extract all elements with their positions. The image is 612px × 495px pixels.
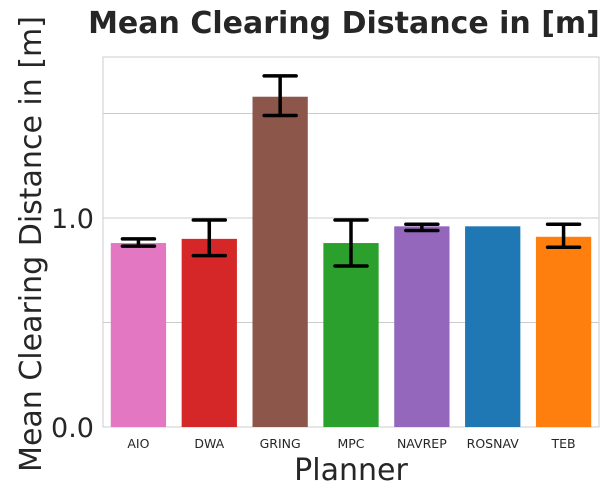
bar-dwa [181,238,237,427]
x-tick-label-gring: GRING [260,436,301,451]
x-tick-label-teb: TEB [551,436,576,451]
x-tick-label-aio: AIO [127,436,149,451]
bar-teb [535,236,592,427]
bar-aio [110,243,167,427]
y-tick-label: 0.0 [51,413,94,444]
x-tick-label-rosnav: ROSNAV [467,436,520,451]
chart-title: Mean Clearing Distance in [m] [88,6,600,41]
bar-rosnav [465,226,521,427]
x-tick-label-navrep: NAVREP [397,436,447,451]
bars [110,96,592,427]
x-tick-label-mpc: MPC [337,436,364,451]
x-axis-label: Planner [294,453,408,488]
bar-gring [252,96,308,427]
x-tick-label-dwa: DWA [194,436,224,451]
y-axis-label: Mean Clearing Distance in [m] [14,16,49,472]
x-tick-labels: AIO DWA GRING MPC NAVREP ROSNAV TEB [127,436,575,451]
bar-navrep [394,226,450,427]
y-tick-labels: 0.0 1.0 [51,204,94,444]
error-bars [120,74,582,268]
y-tick-label: 1.0 [51,204,94,235]
bar-mpc [323,243,379,427]
